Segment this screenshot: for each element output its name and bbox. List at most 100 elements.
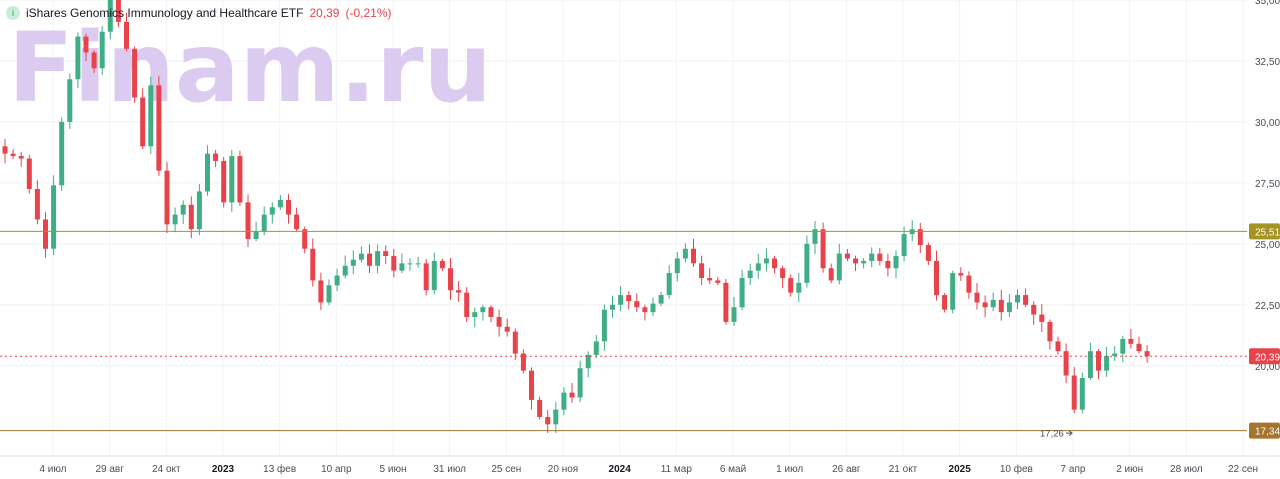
candle-body xyxy=(1039,314,1045,322)
candle-body xyxy=(1096,351,1101,371)
candle-body xyxy=(934,260,939,296)
candle-body xyxy=(958,273,964,276)
x-axis: 4 июл 29 авг 24 окт 2023 13 фев 10 апр 5 июн 31… xyxy=(0,455,1280,475)
y-tick-label: 20,00 xyxy=(1255,362,1280,373)
candle-body xyxy=(229,156,235,203)
candle-body xyxy=(707,277,713,281)
candle-body xyxy=(901,234,907,257)
candle-body xyxy=(415,263,421,265)
info-badge-icon[interactable]: i xyxy=(6,6,20,20)
candle-body xyxy=(601,309,607,342)
candle-body xyxy=(358,253,364,260)
grid xyxy=(0,0,1247,456)
support-level-label: 17,34 xyxy=(1255,427,1280,438)
candle-body xyxy=(812,229,818,244)
instrument-title: iShares Genomics Immunology and Healthca… xyxy=(26,6,304,20)
min-price-annotation: 17,26 xyxy=(1040,429,1064,440)
candle-body xyxy=(715,280,721,283)
candle-body xyxy=(196,191,202,230)
candle-body xyxy=(942,295,948,310)
candle-body xyxy=(828,268,834,281)
candle-body xyxy=(1128,338,1134,344)
candle-body xyxy=(302,229,308,249)
candle-body xyxy=(1015,295,1020,303)
candle-body xyxy=(391,256,397,271)
y-tick-label: 32,50 xyxy=(1255,57,1280,68)
candle-body xyxy=(966,275,972,293)
candle-body xyxy=(423,263,429,291)
candle-body xyxy=(245,202,251,239)
candle-body xyxy=(221,160,227,203)
candle-body xyxy=(269,207,275,215)
x-tick-label: 2025 xyxy=(949,464,972,475)
candle-body xyxy=(456,290,462,293)
candle-body xyxy=(350,259,356,266)
candle-body xyxy=(788,277,794,293)
min-price-arrowhead xyxy=(1068,430,1073,436)
candle-body xyxy=(861,260,867,264)
x-tick-label: 20 ноя xyxy=(548,464,578,475)
candle-body xyxy=(1120,338,1126,354)
x-tick-label: 6 май xyxy=(720,464,746,475)
y-tick-label: 27,50 xyxy=(1255,179,1280,190)
candle-body xyxy=(10,153,16,157)
candle-body xyxy=(618,295,624,305)
candle-body xyxy=(763,258,769,264)
x-tick-label: 7 апр xyxy=(1061,464,1086,475)
candle-body xyxy=(1112,353,1118,357)
candle-body xyxy=(115,0,121,22)
candle-body xyxy=(772,258,777,269)
candle-body xyxy=(277,199,283,208)
candle-body xyxy=(1023,295,1029,305)
candle-body xyxy=(569,392,575,398)
candle-body xyxy=(780,268,786,278)
candle-body xyxy=(1104,356,1110,371)
candle-body xyxy=(326,285,332,303)
candle-body xyxy=(26,158,32,189)
current-price-tag xyxy=(1249,348,1280,365)
candle-body xyxy=(156,85,162,171)
candle-body xyxy=(164,170,170,225)
candle-body xyxy=(59,121,65,186)
candle-body xyxy=(950,273,956,310)
candle-body xyxy=(294,214,300,230)
candle-body xyxy=(91,52,97,69)
candle-body xyxy=(1079,377,1085,410)
candle-body xyxy=(585,354,591,369)
y-tick-label: 25,00 xyxy=(1255,240,1280,251)
resistance-level-label: 25,51 xyxy=(1255,227,1280,238)
candle-body xyxy=(853,258,858,264)
candle-body xyxy=(593,341,599,355)
candle-body xyxy=(739,277,745,308)
candle-body xyxy=(318,280,324,303)
candle-body xyxy=(43,219,48,249)
candle-body xyxy=(674,258,680,274)
x-tick-label: 1 июл xyxy=(776,464,803,475)
candle-body xyxy=(99,31,105,69)
candle-body xyxy=(610,304,615,310)
candle-body xyxy=(34,188,40,220)
candle-body xyxy=(334,275,340,286)
candle-body xyxy=(796,282,802,293)
candle-body xyxy=(140,97,146,147)
candle-body xyxy=(51,185,57,249)
candle-body xyxy=(504,326,510,332)
candle-body xyxy=(205,153,210,192)
candle-body xyxy=(512,331,518,354)
x-tick-label: 2 июн xyxy=(1116,464,1143,475)
y-tick-label: 30,00 xyxy=(1255,118,1280,129)
candle-body xyxy=(2,146,8,154)
x-tick-label: 2024 xyxy=(609,464,632,475)
x-tick-label: 29 авг xyxy=(95,464,124,475)
candle-body xyxy=(399,263,405,271)
candle-body xyxy=(253,231,259,239)
x-tick-label: 10 фев xyxy=(1000,463,1033,475)
candle-body xyxy=(472,312,478,318)
chart-header: i iShares Genomics Immunology and Health… xyxy=(6,6,392,20)
candle-body xyxy=(132,48,138,98)
candle-body xyxy=(439,260,445,269)
candle-body xyxy=(626,295,632,302)
candle-body xyxy=(836,253,842,281)
candle-body xyxy=(844,253,850,259)
